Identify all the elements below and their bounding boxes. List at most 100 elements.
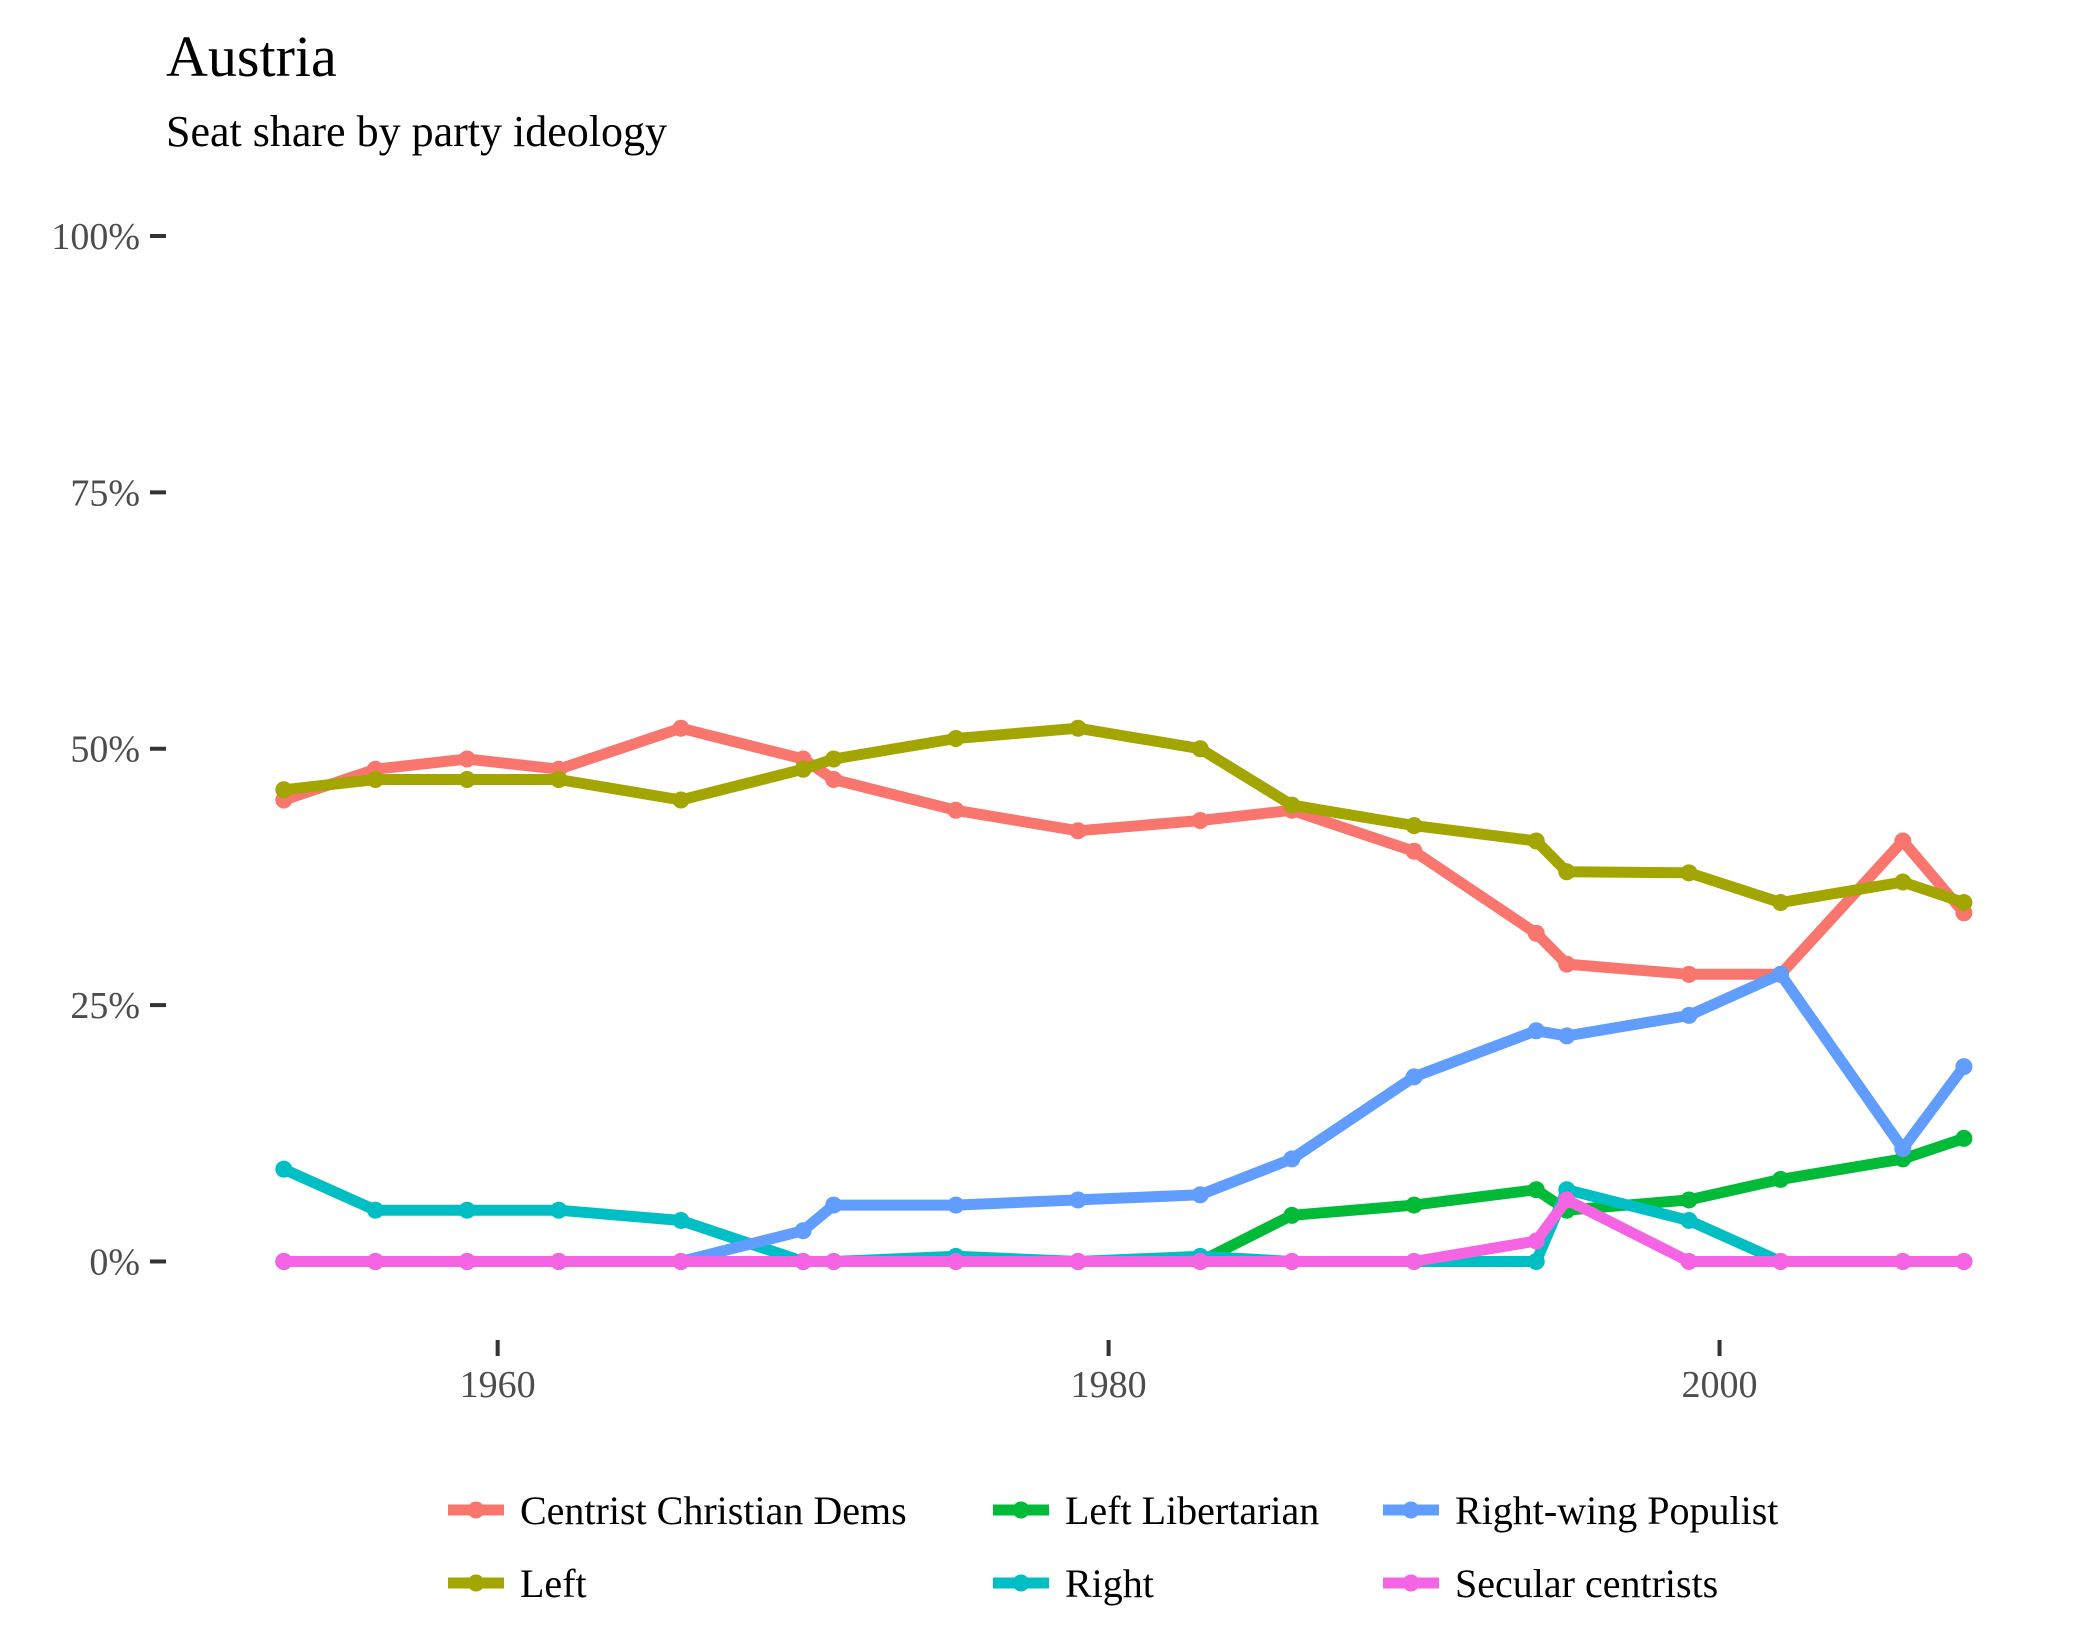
data-point bbox=[794, 760, 812, 778]
data-point bbox=[1558, 1191, 1576, 1209]
data-point bbox=[458, 1201, 476, 1219]
data-point bbox=[1955, 1058, 1973, 1076]
series-centrist-christian-dems bbox=[275, 719, 1973, 983]
data-point bbox=[366, 1252, 384, 1270]
data-point bbox=[458, 1252, 476, 1270]
data-point bbox=[1680, 864, 1698, 882]
data-point bbox=[672, 1211, 690, 1229]
legend: Centrist Christian Dems Left Libertarian R… bbox=[448, 1488, 1778, 1606]
y-tick-label: 75% bbox=[70, 472, 140, 514]
data-point bbox=[947, 1252, 965, 1270]
data-point bbox=[1955, 1252, 1973, 1270]
data-point bbox=[1680, 1006, 1698, 1024]
data-point bbox=[1405, 817, 1423, 835]
data-point bbox=[825, 1252, 843, 1270]
legend-key-point bbox=[1402, 1574, 1420, 1592]
legend-item-secular-centrists: Secular centrists bbox=[1383, 1561, 1718, 1606]
legend-label: Left bbox=[520, 1561, 587, 1606]
series-line-right bbox=[281, 1164, 1964, 1267]
data-point bbox=[947, 729, 965, 747]
data-point bbox=[1894, 832, 1912, 850]
data-point bbox=[366, 771, 384, 788]
data-point bbox=[1680, 1191, 1698, 1209]
y-tick-label: 50% bbox=[70, 729, 140, 771]
legend-label: Right-wing Populist bbox=[1455, 1488, 1778, 1533]
data-point bbox=[275, 1252, 293, 1270]
x-axis: 1960 1980 2000 bbox=[460, 1340, 1758, 1406]
legend-key-point bbox=[1402, 1501, 1420, 1519]
data-point bbox=[672, 1252, 690, 1270]
plot-area bbox=[275, 719, 1973, 1270]
data-point bbox=[825, 750, 843, 768]
data-point bbox=[825, 1196, 843, 1214]
data-point bbox=[1527, 1252, 1545, 1270]
chart-subtitle: Seat share by party ideology bbox=[166, 107, 667, 156]
legend-item-left: Left bbox=[448, 1561, 587, 1606]
data-point bbox=[794, 1222, 812, 1240]
series-left bbox=[275, 719, 1973, 912]
data-point bbox=[1283, 796, 1301, 814]
series-right bbox=[275, 1160, 1973, 1270]
legend-item-centrist-christian-dems: Centrist Christian Dems bbox=[448, 1488, 907, 1533]
data-point bbox=[550, 1252, 568, 1270]
data-point bbox=[1283, 1252, 1301, 1270]
series-right-wing-populist bbox=[275, 965, 1973, 1270]
data-point bbox=[1894, 1252, 1912, 1270]
data-point bbox=[1191, 740, 1209, 758]
series-line-right-wing-populist bbox=[283, 968, 1969, 1267]
data-point bbox=[1680, 1211, 1698, 1229]
data-point bbox=[1069, 822, 1087, 840]
data-point bbox=[947, 801, 965, 819]
data-point bbox=[947, 1196, 965, 1214]
data-point bbox=[1527, 832, 1545, 850]
data-point bbox=[672, 719, 690, 737]
series-secular-centrists bbox=[275, 1191, 1973, 1270]
x-tick-label: 1980 bbox=[1071, 1364, 1147, 1406]
data-point bbox=[1680, 1252, 1698, 1270]
data-point bbox=[1772, 1252, 1790, 1270]
data-point bbox=[1955, 1129, 1973, 1147]
data-point bbox=[275, 1160, 293, 1178]
series-line-secular-centrists bbox=[283, 1194, 1964, 1267]
data-point bbox=[275, 781, 293, 799]
legend-key-point bbox=[467, 1501, 485, 1519]
data-point bbox=[1772, 894, 1790, 912]
data-point bbox=[672, 791, 690, 809]
data-point bbox=[1069, 1252, 1087, 1270]
y-tick-label: 25% bbox=[70, 985, 140, 1027]
data-point bbox=[1283, 1206, 1301, 1224]
data-point bbox=[1405, 842, 1423, 860]
data-point bbox=[1558, 863, 1576, 881]
legend-label: Left Libertarian bbox=[1065, 1488, 1319, 1533]
data-point bbox=[1191, 812, 1209, 830]
data-point bbox=[550, 771, 568, 788]
x-tick-label: 2000 bbox=[1682, 1364, 1758, 1406]
y-tick-label: 0% bbox=[89, 1241, 140, 1283]
data-point bbox=[1405, 1068, 1423, 1086]
legend-key-point bbox=[1012, 1501, 1030, 1519]
x-tick-label: 1960 bbox=[460, 1364, 536, 1406]
data-point bbox=[1405, 1252, 1423, 1270]
data-point bbox=[1772, 965, 1790, 983]
data-point bbox=[1283, 1150, 1301, 1168]
legend-item-left-libertarian: Left Libertarian bbox=[993, 1488, 1319, 1533]
data-point bbox=[1894, 1140, 1912, 1158]
legend-key-point bbox=[467, 1574, 485, 1592]
legend-item-right-wing-populist: Right-wing Populist bbox=[1383, 1488, 1778, 1533]
y-axis: 0% 25% 50% 75% 100% bbox=[51, 216, 166, 1283]
data-point bbox=[1527, 1181, 1545, 1199]
data-point bbox=[1955, 894, 1973, 912]
series-line-left bbox=[283, 722, 1966, 909]
data-point bbox=[1680, 965, 1698, 983]
data-point bbox=[366, 1201, 384, 1219]
data-point bbox=[550, 1201, 568, 1219]
legend-label: Secular centrists bbox=[1455, 1561, 1718, 1606]
data-point bbox=[1069, 719, 1087, 737]
data-point bbox=[458, 771, 476, 788]
y-tick-label: 100% bbox=[51, 216, 140, 258]
data-point bbox=[1191, 1252, 1209, 1270]
data-point bbox=[1405, 1196, 1423, 1214]
data-point bbox=[1069, 1191, 1087, 1209]
data-point bbox=[1558, 955, 1576, 973]
